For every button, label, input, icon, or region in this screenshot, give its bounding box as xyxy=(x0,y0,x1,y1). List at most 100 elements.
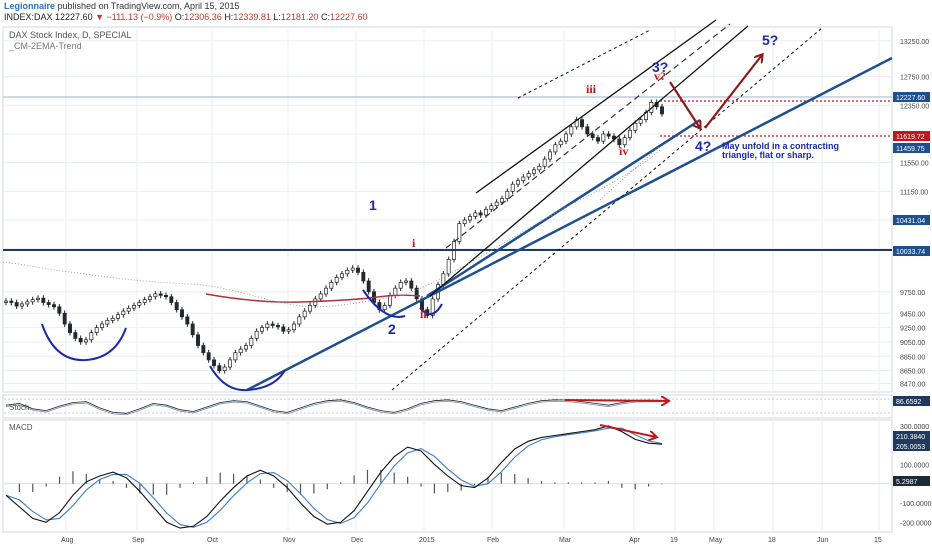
candle-body xyxy=(606,133,611,137)
candle-body xyxy=(212,359,216,366)
symbol: INDEX:DAX xyxy=(4,12,53,22)
candle-body xyxy=(564,133,568,142)
candle-body xyxy=(601,133,606,142)
time-tick: May xyxy=(709,537,723,544)
candle-body xyxy=(366,280,371,293)
arc-aug xyxy=(41,323,127,362)
candle-body xyxy=(286,329,291,332)
candle-body xyxy=(484,208,488,216)
candle-body xyxy=(57,306,62,314)
candle-body xyxy=(596,137,600,142)
macd-tick: 300.0000 xyxy=(900,424,929,431)
price-tag xyxy=(893,131,930,141)
candle-body xyxy=(388,294,392,306)
macd-tag-value: 210.3840 xyxy=(896,434,925,441)
time-tick: Feb xyxy=(487,537,499,544)
time-tick: Aug xyxy=(61,537,74,544)
time-tick: Nov xyxy=(283,537,296,544)
candle-body xyxy=(276,325,280,328)
candle-body xyxy=(52,304,56,308)
macd-lines xyxy=(4,424,891,529)
stoch-d xyxy=(5,400,663,416)
candle-body xyxy=(318,293,323,300)
low-value: 12181.20 xyxy=(280,12,319,22)
main-pane xyxy=(2,26,893,393)
candle-body xyxy=(489,205,494,210)
arc-jan xyxy=(419,303,443,315)
candle-body xyxy=(548,151,552,160)
open-value: 12306.36 xyxy=(184,12,222,22)
candle-body xyxy=(116,314,120,319)
candle-body xyxy=(585,126,590,135)
channel-lower xyxy=(429,25,749,297)
candle-body xyxy=(473,212,478,217)
channel-outer-upper xyxy=(517,29,651,99)
stoch-label: Stoch xyxy=(9,403,29,412)
candle-body xyxy=(78,338,83,343)
time-tick: Jun xyxy=(817,537,828,544)
candle-body xyxy=(622,137,627,146)
candle-body xyxy=(382,305,387,311)
price-tick: 12350.00 xyxy=(900,103,929,110)
wave-5-label: 5? xyxy=(762,32,778,48)
macd-signal xyxy=(5,427,663,528)
price-tag xyxy=(893,215,930,225)
wave-4-label: 4? xyxy=(695,138,711,154)
macd-tick: -200.0000 xyxy=(900,520,932,527)
time-tick: Dec xyxy=(351,537,364,544)
stoch-pane xyxy=(2,394,893,419)
arc-oct xyxy=(209,365,286,392)
candle-body xyxy=(105,320,110,325)
price-tag xyxy=(893,143,930,153)
candle-body xyxy=(94,327,99,333)
candle-body xyxy=(590,133,595,138)
candle-body xyxy=(510,183,515,192)
wave-ii-label: ii xyxy=(420,307,427,321)
candle-body xyxy=(196,334,200,346)
close-value: 12227.60 xyxy=(329,12,368,22)
macd-tag xyxy=(893,441,930,451)
candle-body xyxy=(345,269,350,275)
candle-body xyxy=(41,297,46,303)
candle-body xyxy=(398,282,403,289)
price-tick: 9750.00 xyxy=(900,290,925,297)
time-axis: Aug Sep Oct Nov Dec 2015 Feb Mar Apr 19 May 18 Jun 15 xyxy=(61,537,882,544)
candle-body xyxy=(89,332,94,341)
candle-body xyxy=(20,303,24,307)
candle-body xyxy=(526,173,531,178)
candle-body xyxy=(393,287,398,296)
candle-body xyxy=(260,327,264,332)
candle-body xyxy=(340,273,344,278)
author-name[interactable]: Legionnaire xyxy=(4,1,56,11)
wave-i-label: i xyxy=(412,236,416,250)
macd-line xyxy=(5,425,663,529)
candle-body xyxy=(638,119,643,124)
candle-body xyxy=(185,316,190,325)
wave-iii-label: iii xyxy=(586,82,597,96)
candle-body xyxy=(174,302,179,311)
candle-body xyxy=(265,323,270,328)
overlays xyxy=(2,19,893,392)
candle-body xyxy=(414,287,419,300)
candle-body xyxy=(505,191,510,199)
candle-body xyxy=(249,338,254,346)
time-tick: Apr xyxy=(629,537,641,544)
candle-body xyxy=(633,122,638,131)
time-tick: 2015 xyxy=(419,537,435,544)
note-line-2: triangle, flat or sharp. xyxy=(722,150,814,160)
candle-body xyxy=(446,259,451,275)
candles xyxy=(4,99,664,374)
macd-tag xyxy=(893,431,930,441)
candle-body xyxy=(542,158,547,167)
price-tick: 8650.00 xyxy=(900,369,925,376)
candle-body xyxy=(516,180,520,185)
pane-indicator: _CM-2EMA-Trend xyxy=(9,41,82,51)
time-tick: Mar xyxy=(559,537,572,544)
candle-body xyxy=(329,282,334,289)
candle-body xyxy=(292,323,296,331)
candle-body xyxy=(25,301,30,305)
candle-body xyxy=(153,293,158,298)
candle-body xyxy=(334,277,339,283)
ohlc-line: INDEX:DAX 12227.60 ▼ −111.13 (−0.9%) O:1… xyxy=(4,12,368,22)
macd-tag-value: 5.2987 xyxy=(896,479,918,486)
